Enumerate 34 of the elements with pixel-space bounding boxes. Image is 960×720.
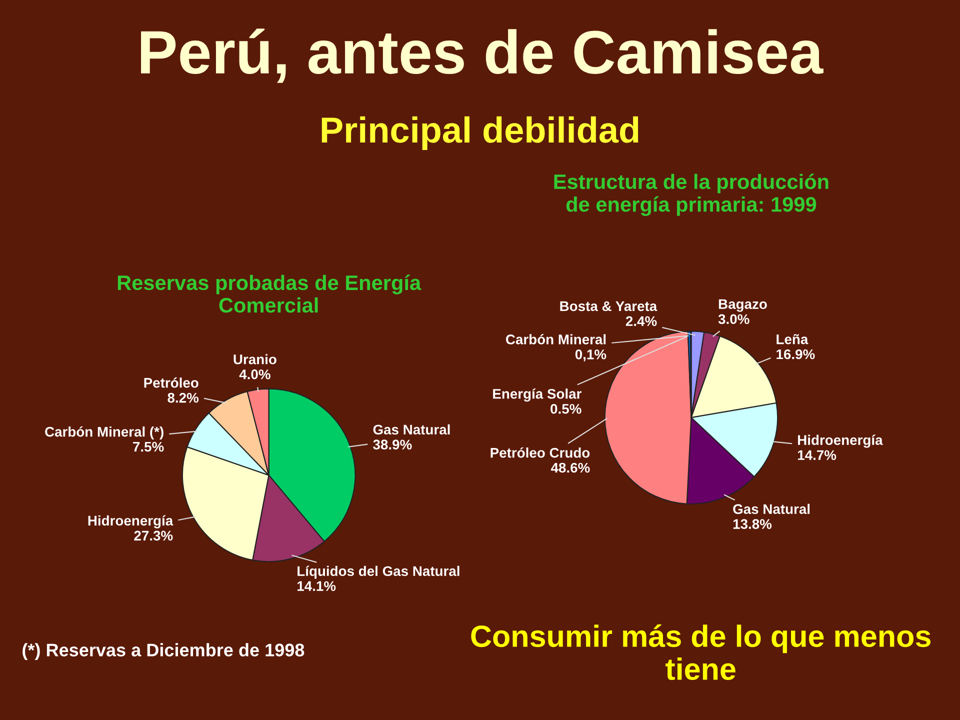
text: Consumir más de lo que menos tiene [471, 624, 930, 680]
slice-label: Gas Natural [733, 504, 810, 514]
slice-label: Líquidos del Gas Natural [298, 566, 460, 579]
data-label: 14.1% [298, 581, 336, 591]
text: Principal debilidad [322, 116, 638, 150]
chart-title: Estructura de la producción de energía primaria: 1999 [554, 174, 828, 216]
data-label: 38.9% [373, 440, 412, 450]
data-label: 4.0% [239, 369, 270, 380]
data-label: 7.5% [133, 442, 164, 452]
data-label: 27.3% [134, 530, 173, 541]
slice-label: Petróleo Crudo [490, 447, 590, 458]
text: Perú, antes de Camisea [141, 28, 824, 83]
slice-label: Hidroenergía [798, 434, 883, 448]
slice-label: Energía Solar [493, 388, 582, 402]
slice-label: Leña [776, 334, 808, 344]
chart-title: Reservas probadas de Energía Comercial [118, 274, 422, 313]
slice-label: Petróleo [144, 377, 198, 388]
slice-label: Gas Natural [373, 424, 450, 435]
text: (*) Reservas a Diciembre de 1998 [22, 643, 304, 660]
slice-label: Carbón Mineral (*) [45, 426, 164, 440]
data-label: 3.0% [718, 314, 750, 324]
data-label: 16.9% [776, 349, 815, 360]
slice-label: Carbón Mineral [506, 334, 606, 344]
data-label: 14.7% [798, 450, 836, 460]
slice-label: Uranio [234, 354, 276, 364]
slice-label: Hidroenergía [88, 515, 174, 528]
data-label: 13.8% [733, 519, 772, 529]
data-label: 2.4% [626, 316, 657, 326]
data-label: 48.6% [550, 462, 590, 473]
data-label: 8.2% [168, 392, 199, 403]
slice-label: Bagazo [718, 299, 767, 312]
data-label: 0.5% [550, 404, 582, 414]
data-label: 0,1% [575, 349, 606, 362]
slice-label: Bosta & Yareta [560, 301, 658, 312]
